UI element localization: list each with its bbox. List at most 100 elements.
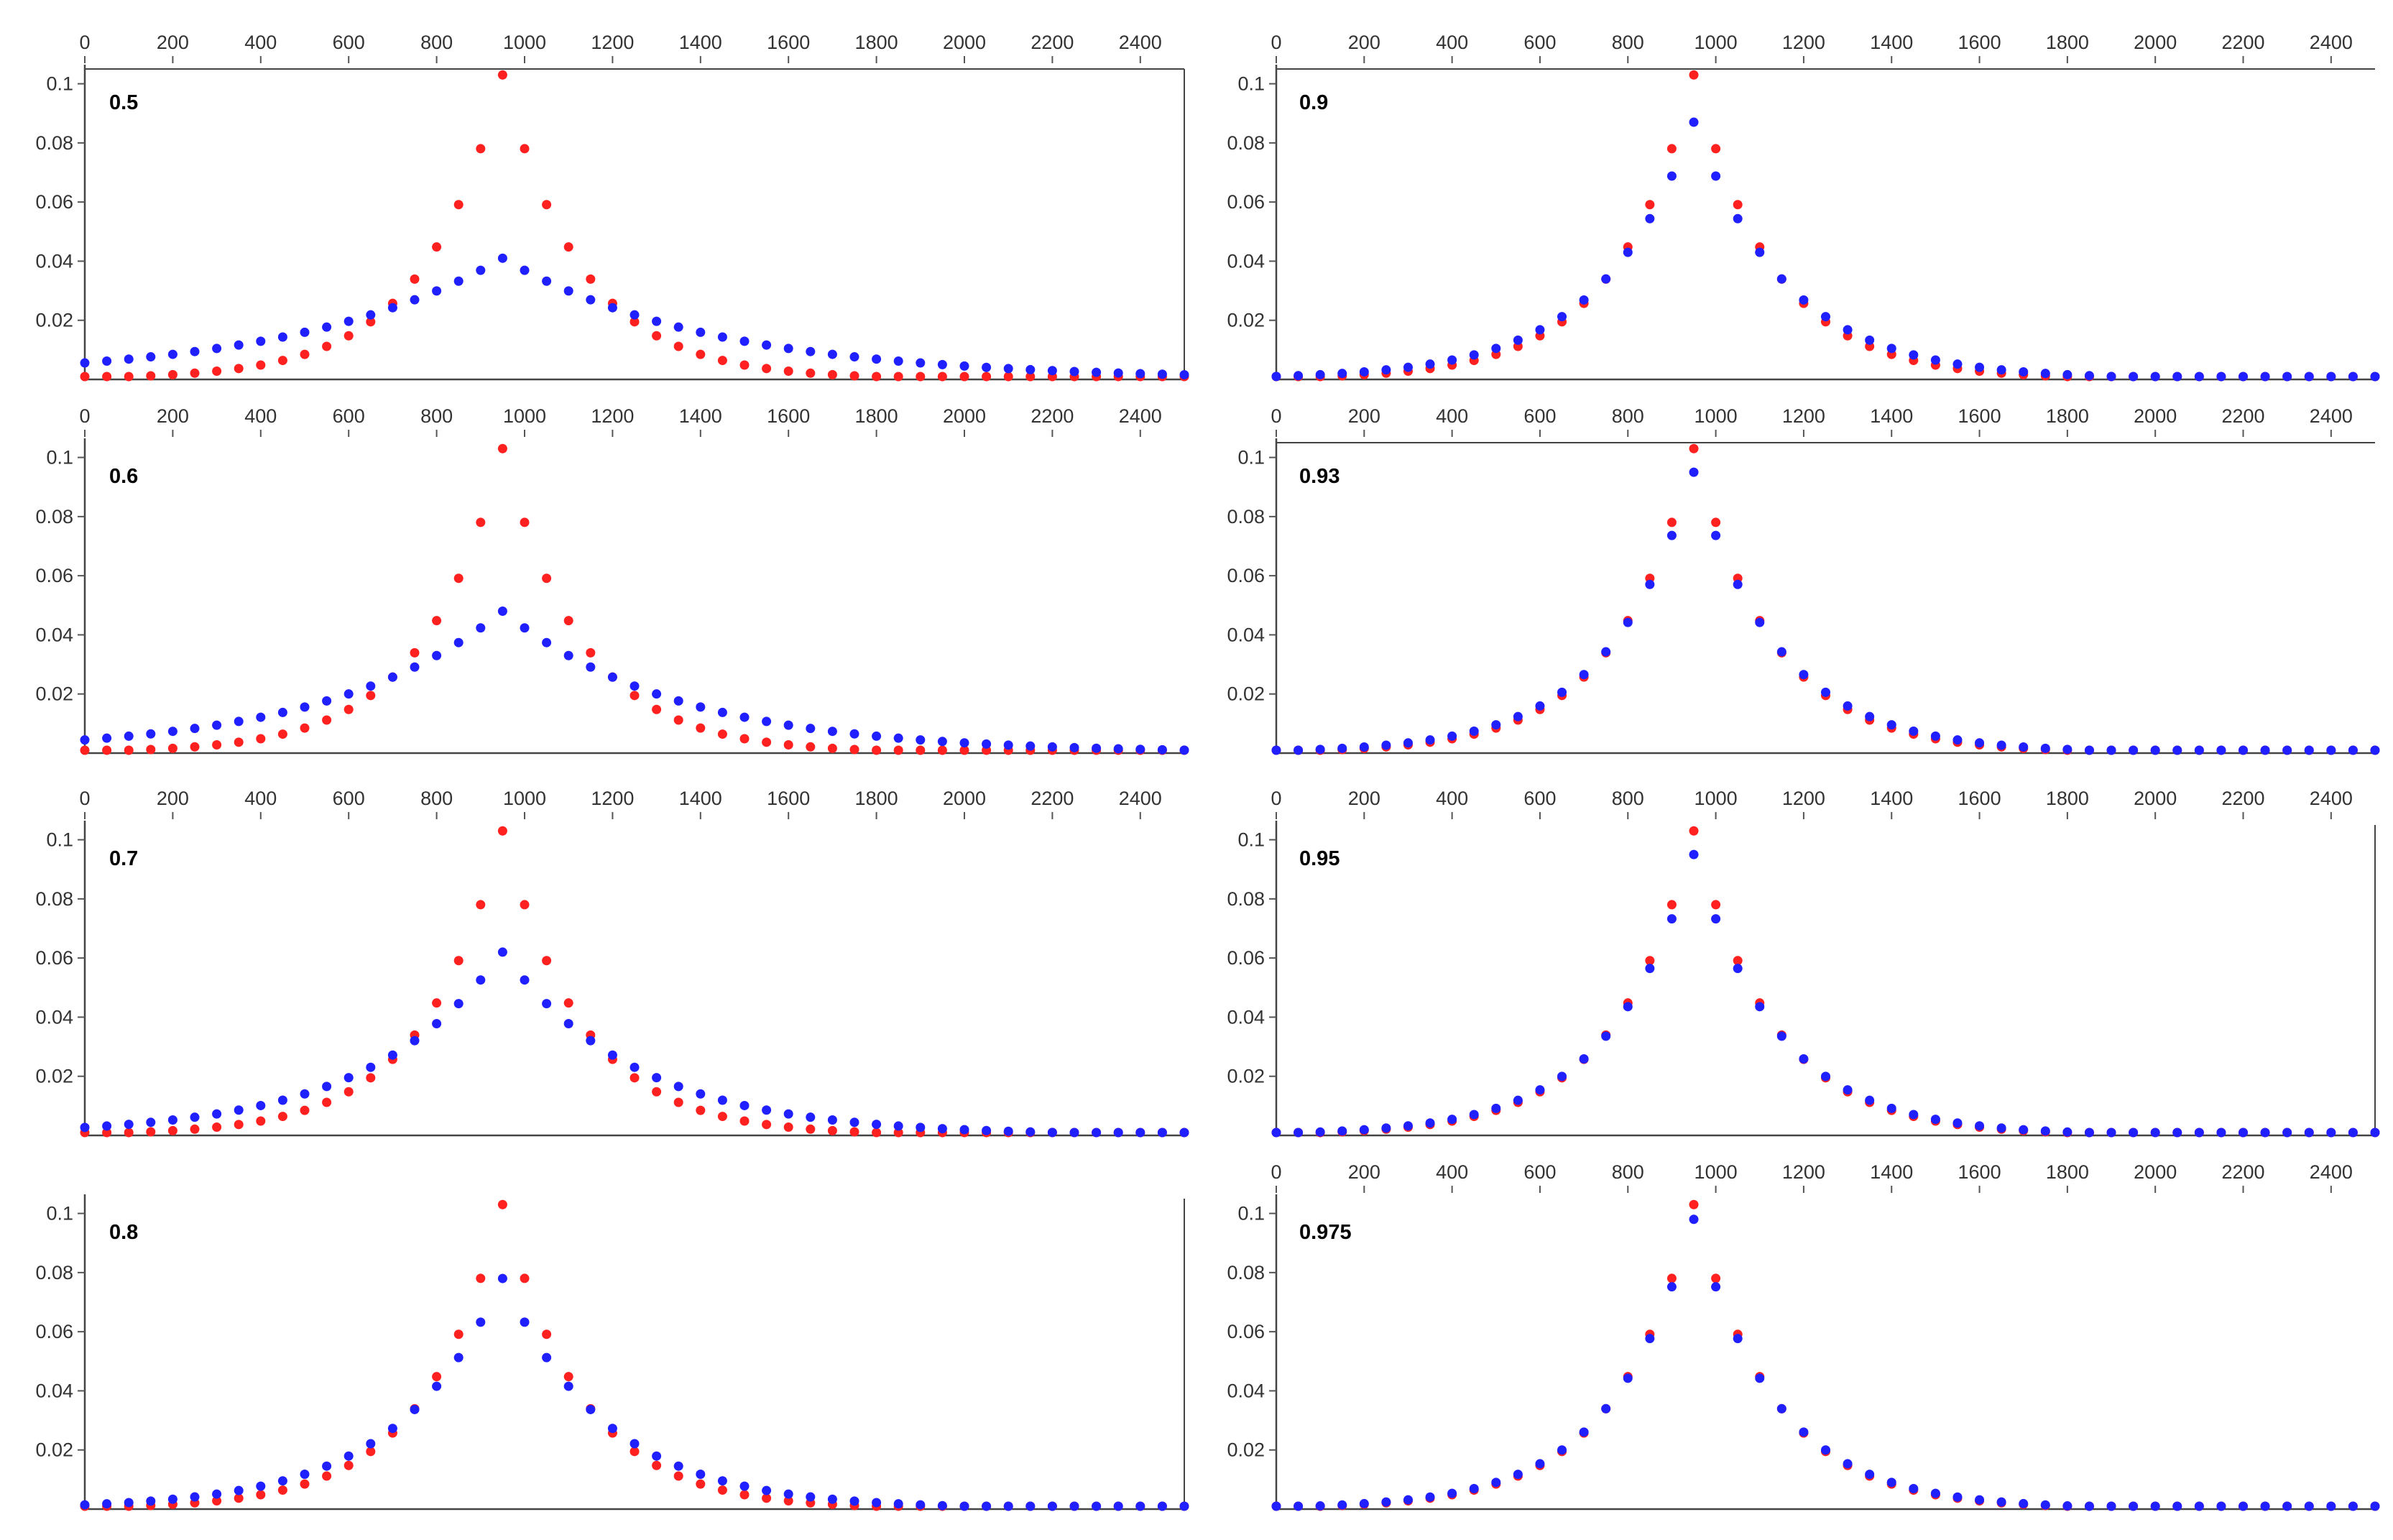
panel-4-blue-point [762, 1485, 772, 1495]
panel-1-blue-point [586, 295, 596, 305]
panel-1-blue-point [366, 310, 376, 320]
panel-7-blue-point [1403, 1121, 1413, 1131]
panel-1-blue-point [102, 356, 112, 366]
panel-7-xtick-label: 600 [1523, 788, 1556, 809]
panel-1-blue-point [696, 327, 706, 337]
panel-5-ytick-label: 0.06 [1227, 191, 1265, 213]
panel-3: 0 200 400 600 800 1000 1200 1400 1600 1800 2000 220… [35, 788, 1189, 1138]
panel-6-blue-point [2348, 745, 2358, 755]
panel-8-blue-point [1315, 1501, 1325, 1511]
panel-8-blue-point [2326, 1501, 2336, 1511]
panel-3-blue-point [1135, 1128, 1145, 1138]
panel-3-ytick-label: 0.04 [35, 1006, 73, 1028]
panel-2-red-point [102, 745, 112, 755]
panel-3-blue-point [1113, 1128, 1123, 1138]
panel-4-ytick-label: 0.1 [46, 1203, 73, 1225]
panel-1-xtick-label: 2400 [1119, 32, 1162, 53]
panel-1-xtick-label: 1800 [855, 32, 898, 53]
panel-3-red-point [849, 1127, 859, 1137]
panel-2-blue-point [1069, 742, 1079, 752]
panel-2-xtick-label: 1000 [503, 405, 546, 427]
panel-2-red-point [212, 740, 222, 750]
panel-4-blue-point [1135, 1501, 1145, 1511]
panel-3-blue-point [739, 1100, 750, 1110]
panel-2-red-point [453, 573, 464, 584]
panel-1-red-point [277, 356, 287, 366]
panel-3-red-point [453, 956, 464, 966]
panel-2-red-point [497, 443, 507, 453]
panel-2-red-point [652, 704, 662, 714]
panel-3-xtick-label: 2400 [1119, 788, 1162, 809]
panel-5-blue-point [1359, 366, 1369, 377]
panel-7-blue-point [1755, 1002, 1765, 1012]
panel-2-blue-point [586, 662, 596, 672]
panel-5-blue-point [2282, 372, 2292, 382]
panel-2-red-point [806, 742, 816, 752]
panel-6-ytick-label: 0.1 [1237, 447, 1265, 469]
panel-4-ytick-label: 0.02 [35, 1439, 73, 1461]
panel-4-blue-point [1179, 1501, 1189, 1511]
panel-6-xtick-label: 1400 [1870, 405, 1913, 427]
panel-4-blue-point [1113, 1501, 1123, 1511]
panel-2-blue-point [453, 637, 464, 647]
panel-7-blue-point [1776, 1031, 1786, 1041]
panel-3-xtick-label: 0 [79, 788, 90, 809]
panel-1-xtick-label: 600 [333, 32, 365, 53]
panel-3-blue-point [80, 1122, 90, 1133]
panel-3-blue-point [190, 1112, 200, 1122]
panel-7-blue-point [1996, 1123, 2006, 1133]
panel-2-red-point [300, 723, 310, 733]
panel-4-blue-point [167, 1494, 177, 1504]
panel-2-red-point [476, 517, 486, 527]
panel-1-red-point [190, 368, 200, 378]
panel-8-blue-point [2238, 1501, 2249, 1511]
panel-7-red-point [1711, 900, 1721, 910]
panel-3-blue-point [982, 1125, 992, 1135]
panel-2-red-point [959, 745, 969, 755]
panel-2-red-point [277, 729, 287, 739]
panel-1-series-blue [80, 253, 1189, 379]
panel-4-blue-point [387, 1424, 397, 1434]
panel-2-xtick-label: 400 [244, 405, 277, 427]
panel-3-red-point [124, 1128, 134, 1138]
panel-1-blue-point [937, 359, 947, 369]
panel-7-ytick-label: 0.04 [1227, 1006, 1265, 1028]
panel-8-blue-point [2282, 1501, 2292, 1511]
panel-2-red-point [849, 744, 859, 755]
panel-4-red-point [630, 1447, 640, 1457]
panel-1-red-point [146, 371, 156, 381]
panel-1-blue-point [762, 340, 772, 350]
panel-5-red-point [1689, 70, 1699, 80]
panel-4-red-point [520, 1273, 530, 1283]
panel-4-red-point [762, 1493, 772, 1503]
panel-6-series-red [1271, 443, 2380, 755]
panel-3-red-point [497, 826, 507, 836]
panel-6-blue-point [2216, 745, 2226, 755]
panel-7-blue-point [1601, 1031, 1611, 1041]
panel-6-xtick-label: 200 [1348, 405, 1380, 427]
panel-1-red-point [432, 242, 442, 252]
panel-7-xtick-label: 400 [1436, 788, 1468, 809]
panel-3-xtick-label: 1600 [767, 788, 810, 809]
panel-1-red-point [893, 372, 903, 382]
panel-2-blue-point [1113, 744, 1123, 754]
panel-5-blue-point [1557, 312, 1567, 322]
panel-2-red-point [762, 737, 772, 747]
panel-3-ytick-label: 0.06 [35, 947, 73, 969]
panel-2-blue-point [387, 672, 397, 682]
panel-3-series-red [80, 826, 1189, 1138]
panel-5-red-point [1733, 200, 1743, 210]
panel-8-blue-point [1733, 1334, 1743, 1344]
panel-3-red-point [212, 1122, 222, 1133]
panel-1-blue-point [739, 336, 750, 346]
panel-8-blue-point [1513, 1470, 1523, 1480]
panel-6-blue-point [2304, 745, 2314, 755]
panel-1-blue-point [167, 349, 177, 359]
panel-4-blue-point [212, 1489, 222, 1499]
panel-2-blue-point [783, 720, 793, 730]
panel-7-blue-point [1623, 1002, 1633, 1012]
panel-3-blue-point [673, 1082, 683, 1092]
panel-7-blue-point [1909, 1110, 1919, 1120]
panel-3-blue-point [1092, 1128, 1102, 1138]
panel-2-blue-point [167, 727, 177, 737]
